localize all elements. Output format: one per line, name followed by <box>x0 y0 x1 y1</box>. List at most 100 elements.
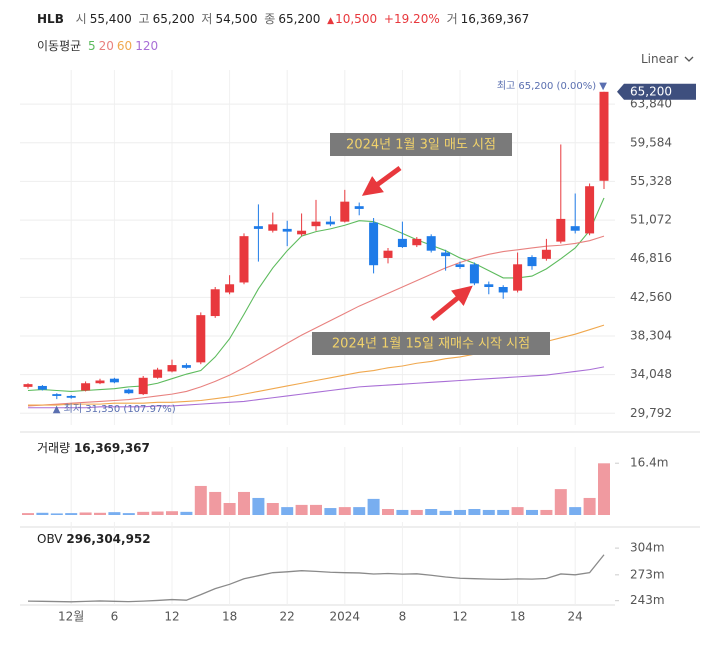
candle-body <box>37 385 47 390</box>
candle-body <box>340 201 350 222</box>
candle-body <box>23 384 33 387</box>
panel-value: 296,304,952 <box>66 532 150 546</box>
candle-body <box>297 230 307 235</box>
volume-bar <box>194 485 207 515</box>
legend-entry: 120 <box>135 39 159 53</box>
volume-bar <box>122 513 135 515</box>
y-tick-label: 16.4m <box>630 456 668 470</box>
x-tick-label: 12 <box>452 610 467 624</box>
x-tick-label: 2024 <box>330 610 361 624</box>
candle-body <box>138 377 148 395</box>
annotation-box <box>312 332 550 355</box>
y-tick-label: 55,328 <box>630 174 672 188</box>
legend-entry: 60 <box>116 39 133 53</box>
volume-bar <box>50 513 63 515</box>
annotation-box <box>330 133 512 156</box>
value: 54,500 <box>215 12 258 26</box>
ma-line <box>28 324 605 406</box>
label: 고 <box>138 12 150 26</box>
volume-bar <box>22 513 34 515</box>
x-tick-label: 12 <box>164 610 179 624</box>
change: 10,500 <box>335 12 378 26</box>
price-tag-label: 65,200 <box>630 84 672 98</box>
panel-title-text: OBV <box>37 532 63 546</box>
candle-body <box>541 249 551 259</box>
volume-bar <box>583 497 596 515</box>
y-tick-label: 34,048 <box>630 367 672 381</box>
ma-line <box>27 235 605 407</box>
candle-body <box>556 218 566 242</box>
x-tick-label: 18 <box>510 610 525 624</box>
annotation: 2024년 1월 15일 재매수 시작 시점 <box>332 337 530 352</box>
candle-body <box>397 238 407 248</box>
x-tick-label: 8 <box>399 610 407 624</box>
candle-body <box>52 394 62 396</box>
ma-line <box>27 197 605 392</box>
panel-title: 거래량 16,369,367 <box>37 441 150 455</box>
ma-legend: 이동평균 5 20 60 120 <box>37 37 161 54</box>
volume-bar <box>151 511 164 515</box>
candle-body <box>268 224 278 231</box>
label: 거 <box>446 12 458 26</box>
volume-bar <box>238 491 250 515</box>
candle-body <box>455 264 465 268</box>
volume-bar <box>223 503 236 515</box>
candle-body <box>498 287 508 293</box>
candle-body <box>109 378 119 383</box>
scale-selector[interactable]: Linear <box>641 52 694 66</box>
label: 저 <box>201 12 213 26</box>
price-tag <box>617 83 696 100</box>
volume-bar <box>65 513 78 515</box>
candle-body <box>599 91 609 181</box>
volume-bar <box>266 503 279 515</box>
x-tick-label: 24 <box>568 610 583 624</box>
volume-bar <box>511 507 524 515</box>
volume-bar <box>410 509 423 515</box>
volume-bar <box>310 504 322 515</box>
volume-bar <box>497 509 510 515</box>
candle-body <box>426 236 436 251</box>
volume-bar <box>180 511 193 515</box>
candle-body <box>153 369 163 378</box>
ma-label: 이동평균 <box>37 39 82 53</box>
candle-body <box>81 383 91 391</box>
volume-bar <box>396 509 409 515</box>
y-tick-label: 42,560 <box>630 290 672 304</box>
y-tick-label: 273m <box>630 567 665 581</box>
candle-body <box>196 315 206 363</box>
x-tick-label: 6 <box>111 610 119 624</box>
volume-bar <box>598 463 610 515</box>
volume-bar <box>36 512 49 515</box>
candle-body <box>383 250 393 258</box>
y-tick-label: 304m <box>630 541 665 555</box>
annotation: 2024년 1월 3일 매도 시점 <box>346 138 496 153</box>
label: 시 <box>75 12 87 26</box>
candle-body <box>124 389 134 394</box>
volume-bar <box>367 498 380 515</box>
y-tick-label: 51,072 <box>630 213 672 227</box>
change-pct: +19.20% <box>383 12 440 26</box>
candle-body <box>225 284 235 293</box>
header: HLB 시 55,400 고 65,200 저 54,500 종 65,200 ▲10,… <box>37 10 532 27</box>
ticker: HLB <box>37 12 64 26</box>
y-tick-label: 59,584 <box>630 135 672 149</box>
x-tick-label: 12월 <box>58 610 84 624</box>
volume-bar <box>439 510 452 515</box>
obv-line <box>27 554 605 603</box>
value: 65,200 <box>278 12 321 26</box>
volume-bar <box>281 507 294 515</box>
volume-bar <box>295 504 308 515</box>
low-note: ▲ 최저 31,350 (107.97%) <box>53 403 176 415</box>
y-tick-label: 243m <box>630 593 665 607</box>
value: 16,369,367 <box>460 12 530 26</box>
panel-value: 16,369,367 <box>74 441 150 455</box>
candle-body <box>181 365 191 368</box>
volume-bar <box>79 512 92 515</box>
legend-entry: 20 <box>98 39 114 53</box>
volume-bar <box>324 508 337 515</box>
arrow <box>430 285 473 321</box>
x-tick-label: 18 <box>222 610 237 624</box>
volume-bar <box>166 511 178 515</box>
value: 55,400 <box>89 12 132 26</box>
